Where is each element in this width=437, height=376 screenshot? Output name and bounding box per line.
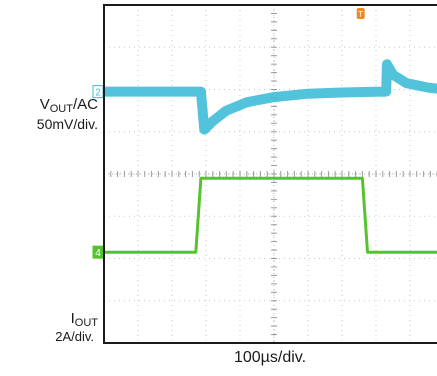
- scope-screen: [104, 5, 437, 343]
- iout-label-main: I: [70, 310, 75, 327]
- iout-scale-label: 2A/div.: [55, 329, 94, 344]
- channel-marker-text: 4: [95, 248, 101, 259]
- trace-iout: [104, 176, 437, 254]
- trigger-marker-icon: [356, 8, 365, 19]
- iout-label-sub: OUT: [74, 317, 98, 329]
- vout-scale-label: 50mV/div.: [36, 116, 98, 132]
- scope-border: [103, 4, 437, 344]
- vout-label-suffix: /AC: [72, 96, 98, 113]
- trace-vout: [104, 59, 437, 135]
- vout-label-sub: OUT: [49, 103, 73, 115]
- vout-channel-label: VOUT/AC: [6, 96, 98, 118]
- channel-marker-text: 2: [95, 88, 101, 99]
- trigger-marker-text: T: [358, 10, 363, 19]
- vout-label-main: V: [39, 96, 50, 113]
- iout-channel-label: IOUT: [40, 310, 98, 329]
- time-scale-label: 100µs/div.: [233, 349, 307, 366]
